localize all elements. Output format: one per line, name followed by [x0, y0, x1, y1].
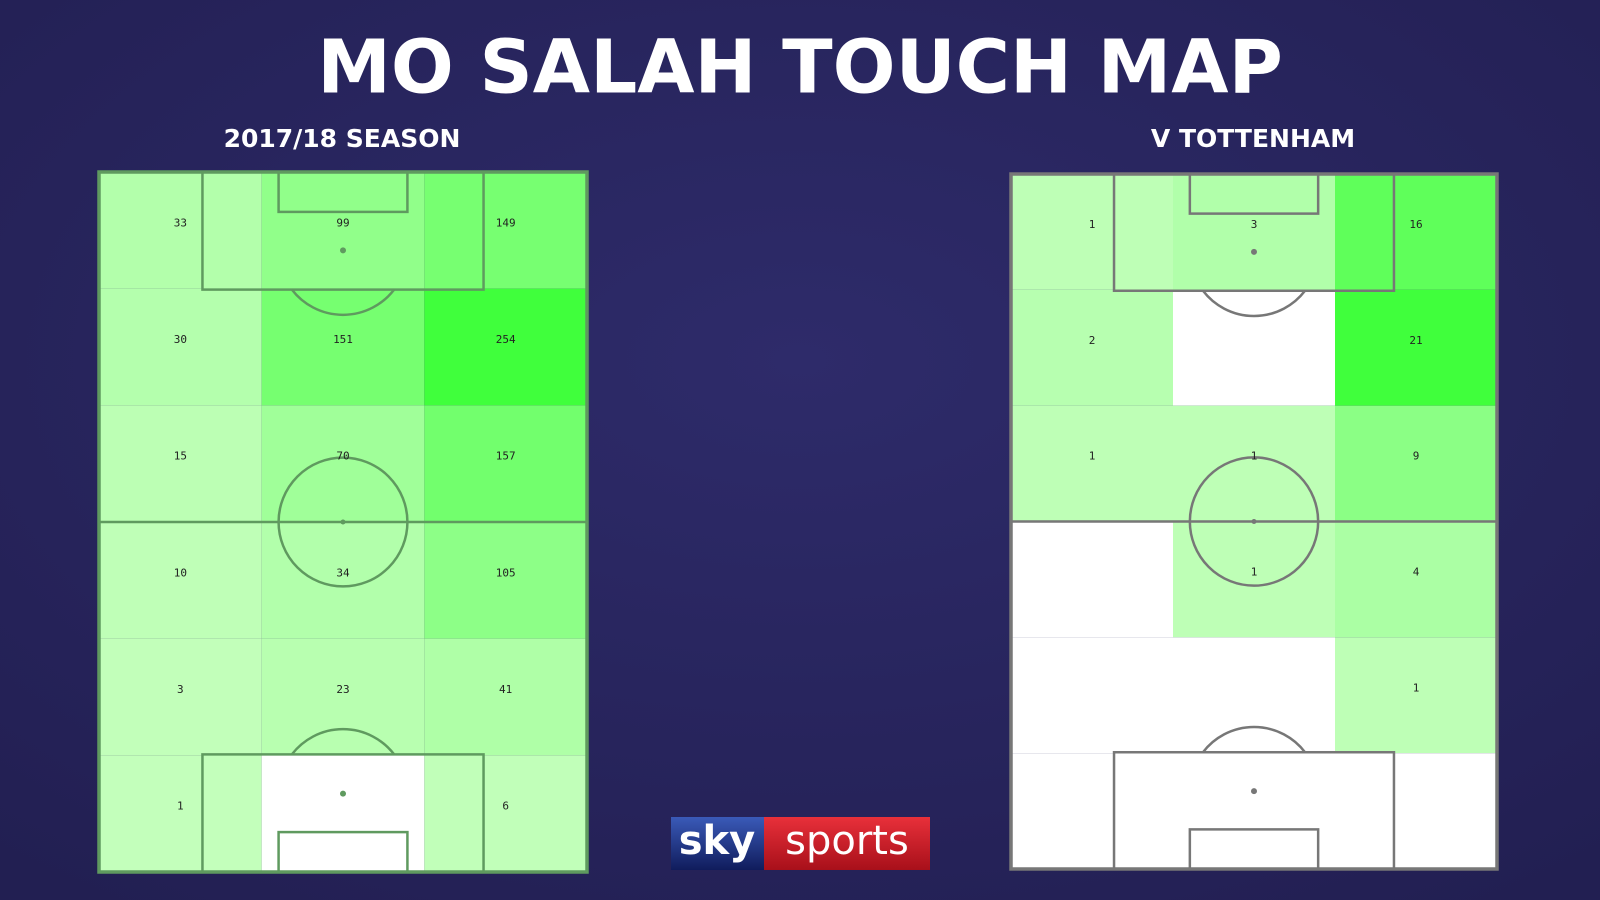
- cell-value: 9: [1413, 450, 1420, 463]
- logo-sky: sky: [679, 818, 755, 864]
- heat-cell: [99, 172, 262, 289]
- empty-cell: [1335, 753, 1497, 869]
- cell-value: 33: [174, 216, 187, 229]
- cell-value: 149: [496, 216, 516, 229]
- penalty-spot: [1251, 788, 1257, 795]
- cell-value: 254: [496, 333, 516, 346]
- pitch-border: [97, 170, 589, 874]
- penalty-arc: [290, 727, 396, 756]
- cell-value: 99: [336, 216, 349, 229]
- penalty-arc: [290, 288, 396, 317]
- heat-cell: [1173, 405, 1335, 522]
- empty-cell: [1011, 753, 1173, 869]
- empty-cell: [1173, 289, 1335, 406]
- logo-sky-box: [671, 817, 764, 870]
- pitch-border: [1009, 172, 1499, 871]
- cell-value: 1: [1251, 565, 1258, 578]
- empty-cell: [1011, 521, 1173, 638]
- heat-cell: [424, 172, 587, 289]
- heat-cell: [99, 755, 262, 872]
- centre-spot: [340, 519, 346, 525]
- heat-cell: [1335, 174, 1497, 290]
- cell-value: 1: [1251, 450, 1258, 463]
- cell-value: 157: [496, 450, 516, 463]
- heat-cell: [424, 755, 587, 872]
- heat-cell: [424, 638, 587, 756]
- centre-spot: [1251, 519, 1257, 524]
- penalty-spot: [340, 790, 346, 797]
- penalty-spot: [1251, 248, 1257, 255]
- cell-value: 1: [177, 800, 184, 813]
- cell-value: 30: [174, 333, 187, 346]
- cell-value: 1: [1089, 450, 1096, 463]
- cell-value: 70: [336, 450, 349, 463]
- cell-value: 3: [1251, 218, 1258, 231]
- cell-value: 21: [1409, 334, 1422, 347]
- penalty-arc: [1202, 290, 1306, 318]
- cell-value: 4: [1413, 565, 1420, 578]
- heat-cell: [424, 288, 587, 406]
- heat-cell: [1335, 637, 1497, 754]
- centre-circle: [277, 456, 409, 588]
- cell-value: 3: [177, 683, 184, 696]
- panel-title: 2017/18 SEASON: [224, 124, 461, 153]
- heat-cell: [261, 288, 425, 406]
- cell-value: 2: [1089, 334, 1096, 347]
- heat-cell: [1011, 174, 1173, 290]
- cell-value: 15: [174, 450, 187, 463]
- main-title: MO SALAH TOUCH MAP: [317, 25, 1283, 111]
- cell-value: 105: [496, 566, 516, 579]
- heat-cell: [1173, 174, 1335, 290]
- cell-value: 41: [499, 683, 512, 696]
- empty-cell: [261, 755, 425, 872]
- cell-value: 151: [333, 333, 353, 346]
- heat-cell: [424, 522, 587, 639]
- logo-sports: sports: [785, 818, 909, 864]
- heat-cell: [261, 522, 425, 639]
- heat-cell: [424, 405, 587, 522]
- heat-cell: [261, 405, 425, 522]
- empty-cell: [1173, 637, 1335, 754]
- heat-cell: [99, 638, 262, 756]
- heat-cell: [99, 405, 262, 522]
- heat-cell: [99, 288, 262, 406]
- centre-circle: [1188, 456, 1320, 587]
- logo: sky sports: [671, 817, 930, 870]
- penalty-arc: [1202, 725, 1306, 753]
- cell-value: 1: [1089, 218, 1096, 231]
- pitch-panel: V TOTTENHAM 1 3 16 2 21 1 1 9 1 4 1: [1009, 124, 1499, 871]
- cell-value: 23: [336, 683, 349, 696]
- heat-cell: [1335, 521, 1497, 638]
- penalty-spot: [340, 247, 346, 254]
- cell-value: 16: [1409, 218, 1422, 231]
- empty-cell: [1011, 637, 1173, 754]
- logo-sports-box: [764, 817, 930, 870]
- heat-cell: [99, 522, 262, 639]
- cell-value: 34: [336, 566, 350, 579]
- heat-cell: [1335, 405, 1497, 522]
- heat-cell: [261, 638, 425, 756]
- heat-cell: [261, 172, 425, 289]
- heat-cell: [1011, 289, 1173, 406]
- cell-value: 1: [1413, 681, 1420, 694]
- heat-cell: [1335, 289, 1497, 406]
- cell-value: 6: [502, 800, 509, 813]
- heat-cell: [1011, 405, 1173, 522]
- heat-cell: [1173, 521, 1335, 638]
- cell-value: 10: [174, 566, 187, 579]
- empty-cell: [1173, 753, 1335, 869]
- panel-title: V TOTTENHAM: [1151, 124, 1355, 153]
